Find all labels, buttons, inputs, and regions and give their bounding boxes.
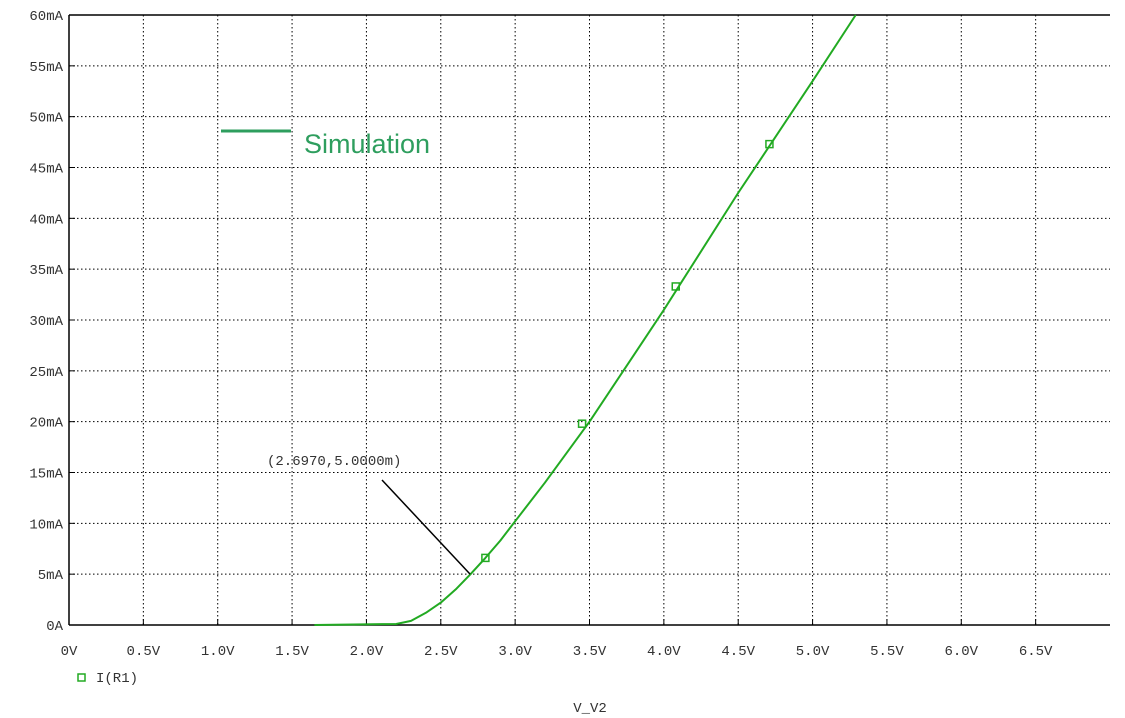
x-tick-label: 1.0V (201, 644, 235, 660)
y-tick-labels: 0A 5mA 10mA 15mA 20mA 25mA 30mA 35mA 40mA 45mA 50m… (29, 9, 63, 635)
x-tick-label: 6.5V (1019, 644, 1053, 660)
x-tick-label: 6.0V (944, 644, 978, 660)
x-tick-label: 5.0V (796, 644, 830, 660)
x-tick-label: 3.0V (498, 644, 532, 660)
y-tick-label: 0A (46, 619, 63, 635)
simulation-label: Simulation (221, 129, 430, 159)
x-tick-label: 5.5V (870, 644, 904, 660)
simulation-text: Simulation (304, 129, 430, 159)
y-tick-label: 5mA (38, 568, 64, 584)
y-tick-label: 30mA (29, 314, 63, 330)
annotation-label: (2.6970,5.0000m) (267, 454, 401, 470)
legend-entry: I(R1) (96, 671, 138, 687)
x-tick-label: 2.0V (350, 644, 384, 660)
x-tick-label: 4.0V (647, 644, 681, 660)
legend: I(R1) (77, 671, 138, 687)
x-axis-label: V_V2 (573, 701, 607, 717)
series-marker (481, 553, 490, 563)
series-marker (765, 139, 774, 149)
x-tick-label: 0.5V (127, 644, 161, 660)
y-tick-label: 25mA (29, 365, 63, 381)
y-tick-label: 40mA (29, 212, 63, 228)
x-tick-label: 2.5V (424, 644, 458, 660)
y-tick-label: 35mA (29, 263, 63, 279)
y-tick-label: 50mA (29, 111, 63, 127)
x-tick-label: 3.5V (573, 644, 607, 660)
series-layer (314, 14, 857, 626)
y-tick-label: 55mA (29, 60, 63, 76)
x-tick-label: 4.5V (721, 644, 755, 660)
series-marker (671, 282, 681, 291)
y-tick-label: 60mA (29, 9, 63, 25)
y-tick-label: 20mA (29, 416, 63, 432)
x-tick-labels: 0V 0.5V 1.0V 1.5V 2.0V 2.5V 3.0V 3.5V 4.0V 4.5V 5.… (61, 644, 1053, 660)
series-marker (577, 419, 587, 428)
series-line (314, 14, 857, 626)
y-tick-label: 10mA (29, 517, 63, 533)
x-tick-label: 1.5V (275, 644, 309, 660)
y-tick-label: 15mA (29, 467, 63, 483)
x-tick-label: 0V (61, 644, 78, 660)
y-tick-label: 45mA (29, 162, 63, 178)
axes (68, 14, 1110, 626)
grid (69, 15, 1110, 625)
annotation: (2.6970,5.0000m) (267, 454, 471, 575)
annotation-pointer (381, 479, 471, 575)
legend-marker-icon (77, 673, 86, 682)
